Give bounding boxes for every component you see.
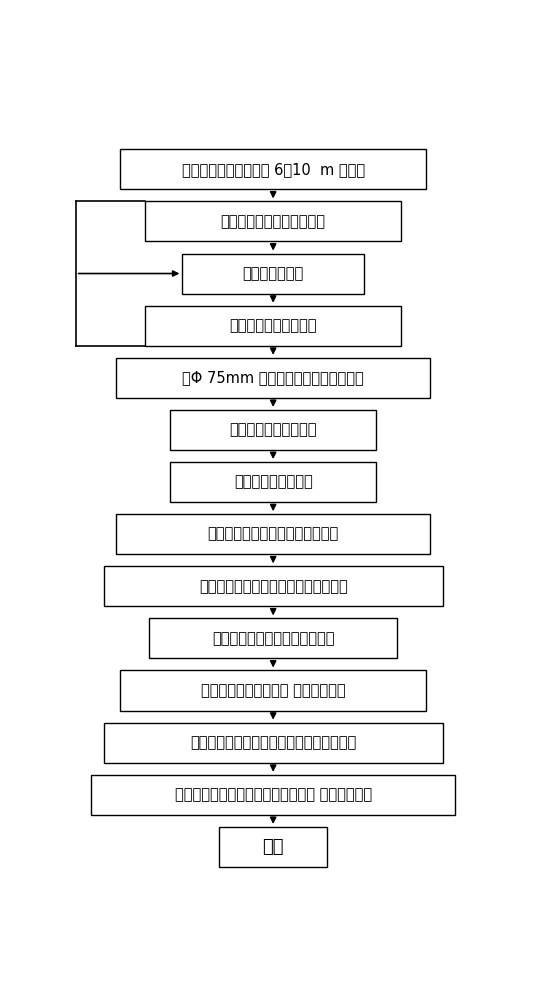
Text: 凝固后孔口管打钒试压: 凝固后孔口管打钒试压 [229, 318, 317, 333]
Bar [170, 462, 376, 502]
Text: 用高压注浆泵向法兰盖以内的钒孔注水泥浆: 用高压注浆泵向法兰盖以内的钒孔注水泥浆 [190, 735, 356, 750]
Bar [104, 723, 442, 763]
Bar [92, 775, 455, 815]
Bar [104, 566, 442, 606]
Text: 将压力表与法兰盖上的瓦斯管连接， 观测瓦斯压力: 将压力表与法兰盖上的瓦斯管连接， 观测瓦斯压力 [175, 787, 372, 802]
Text: 注浆固定孔口管: 注浆固定孔口管 [243, 266, 304, 281]
Bar [116, 358, 430, 398]
Text: 将瓦斯管及水管与法兰盖上的街头相连: 将瓦斯管及水管与法兰盖上的街头相连 [199, 579, 348, 594]
Bar [182, 254, 364, 294]
Text: 向煤层方向打一个深为 6～10  m 的钒孔: 向煤层方向打一个深为 6～10 m 的钒孔 [182, 162, 365, 177]
Text: 用推杆将胶囊推入煤层中预定位置: 用推杆将胶囊推入煤层中预定位置 [207, 527, 339, 542]
Bar [170, 410, 376, 450]
Text: 对钒孔周围的煤层注浆: 对钒孔周围的煤层注浆 [229, 422, 317, 437]
Bar [116, 514, 430, 554]
Bar [145, 201, 401, 241]
Text: 浆液凝固后重新打钒: 浆液凝固后重新打钒 [234, 475, 312, 490]
Bar [149, 618, 397, 658]
Bar [145, 306, 401, 346]
Text: 结束: 结束 [262, 838, 284, 856]
Bar [120, 670, 426, 711]
Text: 将法兰盖与孔口管上的法兰连接: 将法兰盖与孔口管上的法兰连接 [212, 631, 334, 646]
Text: 向胶囊中注入压力水， 膨胀封住钒孔: 向胶囊中注入压力水， 膨胀封住钒孔 [201, 683, 345, 698]
Text: 用Φ 75mm 钒头打钒至煤层中预定位置: 用Φ 75mm 钒头打钒至煤层中预定位置 [182, 370, 364, 385]
Bar [120, 149, 426, 189]
Bar [220, 827, 327, 867]
Text: 插入带有法兰盘的的孔口管: 插入带有法兰盘的的孔口管 [221, 214, 326, 229]
